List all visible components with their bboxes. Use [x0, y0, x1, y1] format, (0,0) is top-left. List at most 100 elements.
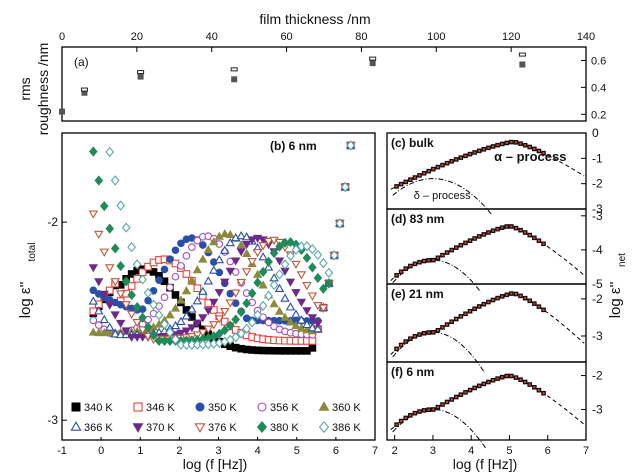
- b-point: [225, 238, 235, 247]
- b-point: [138, 312, 147, 323]
- right-data-point-inner: [418, 333, 421, 336]
- b-point: [274, 306, 285, 315]
- b-point: [230, 289, 241, 298]
- b-xtick-label: 4: [255, 445, 261, 457]
- right-data-point-inner: [409, 414, 412, 417]
- b-point: [121, 301, 131, 310]
- b-point: [225, 267, 235, 276]
- right-ytick-label: -4: [592, 243, 603, 257]
- b-point: [176, 295, 186, 304]
- b-point: [126, 333, 137, 342]
- b-point: [187, 324, 197, 333]
- b-point: [291, 309, 301, 318]
- b-point: [155, 276, 163, 284]
- b-point: [291, 320, 301, 329]
- panel-a-xlabel: film thickness /nm: [259, 11, 370, 27]
- b-point: [110, 175, 120, 186]
- b-xtick-label: 5: [294, 445, 300, 457]
- b-point: [285, 278, 296, 287]
- legend-label: 376 K: [208, 422, 237, 434]
- right-data-point-inner: [455, 318, 458, 321]
- b-point: [193, 284, 202, 293]
- b-point: [302, 307, 312, 316]
- a-point: [369, 56, 377, 61]
- right-data-point-inner: [537, 389, 540, 392]
- delta-annotation: δ – process: [414, 190, 471, 202]
- b-xtick-label: 3: [215, 445, 221, 457]
- b-point: [214, 289, 224, 298]
- b-point: [302, 319, 312, 329]
- b-xtick-label: 2: [176, 445, 182, 457]
- right-xtick-label: 2: [392, 445, 398, 457]
- right-xtick-label: 3: [430, 445, 436, 457]
- b-point: [302, 252, 312, 263]
- panel-a-label: (a): [74, 55, 89, 69]
- legend-marker: [195, 402, 205, 412]
- b-point: [203, 307, 213, 316]
- b-point: [121, 327, 131, 336]
- right-data-point-inner: [436, 329, 439, 332]
- b-point: [236, 306, 246, 318]
- right-panels: (c) bulk 0 -1 -2 -3 α – process δ – process (d)…: [386, 126, 603, 457]
- b-point: [242, 298, 251, 309]
- panel-b-ylabel: log ε'' total: [17, 243, 38, 319]
- right-data-point-inner: [487, 380, 490, 383]
- right-data-point-inner: [537, 149, 540, 152]
- b-point: [137, 326, 148, 335]
- b-point: [247, 257, 257, 267]
- right-data-point-inner: [519, 294, 522, 297]
- b-point: [192, 265, 203, 274]
- legend-label: 356 K: [270, 402, 299, 414]
- legend-marker: [194, 423, 206, 433]
- b-point: [144, 262, 152, 271]
- right-ytick-label: -2: [592, 369, 603, 383]
- b-point: [171, 291, 180, 299]
- right-ytick-label: -3: [592, 402, 603, 416]
- b-point: [236, 240, 246, 249]
- right-data-point-inner: [413, 262, 416, 265]
- panel-a-ylabel-line2: roughness /nm: [35, 43, 51, 136]
- b-point: [198, 314, 208, 323]
- b-point: [302, 282, 312, 291]
- right-data-point-inner: [533, 302, 536, 305]
- b-point: [352, 95, 360, 102]
- b-point: [105, 301, 115, 310]
- b-point: [115, 290, 126, 299]
- right-xtick-label: 6: [545, 445, 551, 457]
- b-point: [88, 327, 98, 336]
- right-data-point-inner: [395, 347, 398, 350]
- a-point: [518, 52, 526, 57]
- b-point: [170, 320, 181, 330]
- b-point: [269, 279, 279, 291]
- delta-fit-curve: [392, 178, 493, 216]
- b-point: [286, 250, 295, 262]
- right-data-point-inner: [478, 305, 481, 308]
- right-xtick-label: 4: [468, 445, 474, 457]
- right-ylabel: log ε'' net: [607, 253, 628, 318]
- b-point: [198, 286, 208, 295]
- b-point: [319, 257, 328, 269]
- delta-fit-curve: [392, 259, 482, 293]
- b-point: [127, 289, 136, 301]
- right-data-point-inner: [514, 376, 517, 379]
- b-xtick-label: 1: [137, 445, 143, 457]
- b-point: [188, 243, 196, 251]
- right-data-point-inner: [469, 389, 472, 392]
- right-data-point-inner: [533, 386, 536, 389]
- b-point: [94, 328, 104, 337]
- right-xlabel: log (f [Hz]): [453, 456, 518, 472]
- b-point: [160, 319, 169, 330]
- right-data-point-inner: [459, 156, 462, 159]
- right-panel-label: (c) bulk: [391, 136, 434, 150]
- right-data-point-inner: [478, 235, 481, 238]
- right-data-point-inner: [395, 185, 398, 188]
- right-data-point-inner: [418, 174, 421, 177]
- right-data-point-inner: [459, 315, 462, 318]
- b-point: [89, 286, 98, 295]
- b-point: [220, 308, 230, 317]
- b-point: [171, 334, 180, 345]
- b-point: [291, 260, 301, 270]
- right-ytick-label: -3: [592, 329, 603, 343]
- a-point: [59, 108, 65, 115]
- b-point: [231, 314, 240, 325]
